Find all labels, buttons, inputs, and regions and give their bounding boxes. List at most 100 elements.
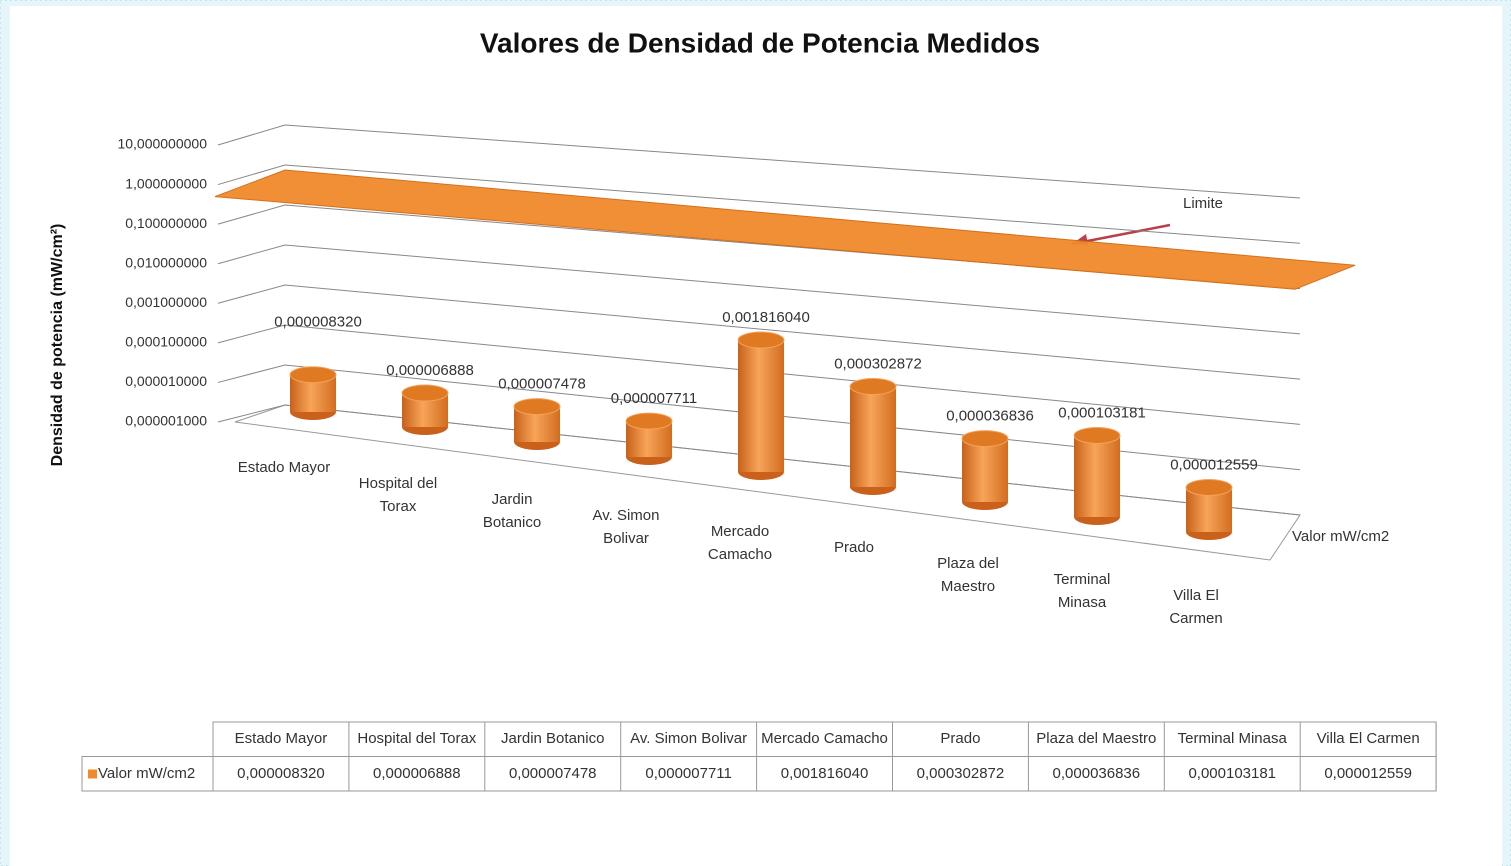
limit-plane bbox=[214, 169, 1356, 290]
table-header: Av. Simon Bolivar bbox=[630, 730, 748, 747]
table-header-box: Hospital del Torax bbox=[357, 730, 477, 747]
bar-top bbox=[1073, 426, 1121, 444]
bar-top bbox=[1185, 478, 1233, 496]
table-header-box: Av. Simon Bolivar bbox=[630, 730, 748, 747]
x-tick-label-box: Hospital del Torax bbox=[358, 475, 438, 515]
y-axis-label: Densidad de potencia (mW/cm²) bbox=[49, 224, 66, 467]
series-label: Valor mW/cm2 bbox=[1292, 528, 1389, 545]
y-tick-label: 0,100000000 bbox=[125, 215, 207, 231]
value-label: 0,000006888 bbox=[386, 362, 474, 379]
x-tick-label: Jardin Botanico bbox=[482, 491, 542, 531]
value-label: 0,000007478 bbox=[498, 376, 586, 393]
annotation-arrow bbox=[1071, 223, 1171, 246]
x-tick-label: Terminal Minasa bbox=[1053, 571, 1111, 611]
table-cell-box: 0,000103181 bbox=[1188, 764, 1277, 782]
value-label: 0,000302872 bbox=[834, 355, 922, 372]
value-label: 0,000012559 bbox=[1170, 456, 1258, 473]
x-tick-label: Villa El Carmen bbox=[1169, 587, 1223, 627]
x-tick-label: Mercado Camacho bbox=[707, 523, 773, 563]
grid-line bbox=[217, 404, 1301, 516]
value-label: 0,000007711 bbox=[611, 390, 697, 407]
table-header-box: Terminal Minasa bbox=[1177, 730, 1287, 747]
x-tick-label-box: Terminal Minasa bbox=[1053, 571, 1111, 611]
x-tick-label-box: Mercado Camacho bbox=[707, 523, 773, 563]
table-header: Jardin Botanico bbox=[501, 730, 605, 747]
x-tick-label: Hospital del Torax bbox=[358, 475, 438, 515]
bar-top bbox=[289, 366, 337, 384]
grid-line bbox=[217, 164, 1301, 244]
grid-line bbox=[217, 324, 1301, 425]
table-cell: 0,000007478 bbox=[508, 764, 597, 782]
bar-body bbox=[850, 386, 896, 487]
grid-line bbox=[217, 364, 1301, 471]
table-cell-box: 0,001816040 bbox=[780, 764, 869, 782]
table-cell: 0,000008320 bbox=[237, 764, 325, 782]
table-header-box: Estado Mayor bbox=[235, 730, 328, 747]
bar bbox=[401, 384, 449, 435]
bar bbox=[1073, 426, 1121, 525]
x-tick-label-box: Prado bbox=[833, 539, 875, 556]
bar-top bbox=[625, 412, 673, 430]
y-tick-label: 0,010000000 bbox=[125, 254, 207, 270]
bar bbox=[625, 412, 673, 465]
x-tick-label-box: Plaza del Maestro bbox=[937, 555, 999, 595]
table-header: Plaza del Maestro bbox=[1036, 730, 1157, 747]
x-tick-label: Prado bbox=[833, 539, 875, 556]
bar-body bbox=[962, 438, 1008, 502]
y-tick-label: 0,001000000 bbox=[125, 294, 207, 310]
y-tick-label: 0,000010000 bbox=[125, 373, 207, 389]
table-cell: 0,000302872 bbox=[916, 764, 1005, 782]
table-cell: 0,001816040 bbox=[780, 764, 869, 782]
x-tick-label-box: Estado Mayor bbox=[237, 459, 331, 476]
x-tick-label: Estado Mayor bbox=[237, 459, 331, 476]
y-tick-label: 1,000000000 bbox=[125, 175, 207, 191]
y-tick-label: 0,000100000 bbox=[125, 334, 207, 350]
bar bbox=[513, 398, 561, 450]
table-header: Terminal Minasa bbox=[1177, 730, 1287, 747]
table-header: Hospital del Torax bbox=[357, 730, 477, 747]
table-cell: 0,000012559 bbox=[1324, 764, 1412, 782]
x-tick-label: Av. Simon Bolivar bbox=[592, 507, 660, 547]
table-cell-box: 0,000008320 bbox=[237, 764, 325, 782]
table-cell-box: 0,000006888 bbox=[373, 764, 461, 782]
table-cell: 0,000103181 bbox=[1188, 764, 1277, 782]
table-cell: 0,000036836 bbox=[1052, 764, 1141, 782]
x-tick-label: Plaza del Maestro bbox=[937, 555, 999, 595]
table-header-box: Mercado Camacho bbox=[761, 730, 888, 747]
limit-label: Limite bbox=[1183, 195, 1223, 212]
table-header-box: Prado bbox=[940, 730, 981, 747]
table-row-header: Valor mW/cm2 bbox=[98, 764, 196, 782]
x-tick-label-box: Villa El Carmen bbox=[1169, 587, 1223, 627]
bar-top bbox=[513, 398, 561, 416]
bar bbox=[289, 366, 337, 420]
table-row-header-box: Valor mW/cm2 bbox=[98, 764, 196, 782]
bar bbox=[849, 378, 897, 495]
grid-line bbox=[217, 244, 1301, 335]
table-cell: 0,000007711 bbox=[645, 764, 732, 782]
table-cell: 0,000006888 bbox=[373, 764, 461, 782]
value-label: 0,000103181 bbox=[1058, 404, 1146, 421]
bar bbox=[1185, 478, 1233, 540]
grid-line bbox=[217, 284, 1301, 380]
table-header: Villa El Carmen bbox=[1316, 730, 1420, 747]
value-label: 0,001816040 bbox=[722, 309, 810, 326]
table-header-box: Plaza del Maestro bbox=[1036, 730, 1157, 747]
table-header-box: Jardin Botanico bbox=[501, 730, 605, 747]
bar bbox=[737, 331, 785, 480]
bar-top bbox=[849, 378, 897, 396]
table-header: Mercado Camacho bbox=[761, 730, 888, 747]
x-tick-label-box: Jardin Botanico bbox=[482, 491, 542, 531]
bar-body bbox=[1074, 435, 1120, 517]
table-cell-box: 0,000302872 bbox=[916, 764, 1005, 782]
y-tick-label: 0,000001000 bbox=[125, 413, 207, 429]
table-cell-box: 0,000036836 bbox=[1052, 764, 1141, 782]
table-cell-box: 0,000012559 bbox=[1324, 764, 1412, 782]
table-header: Prado bbox=[940, 730, 981, 747]
y-tick-label: 10,000000000 bbox=[117, 136, 207, 152]
bar-top bbox=[737, 331, 785, 349]
table-header-box: Villa El Carmen bbox=[1316, 730, 1420, 747]
bar-top bbox=[401, 384, 449, 402]
table-cell-box: 0,000007478 bbox=[508, 764, 597, 782]
value-label: 0,000036836 bbox=[946, 408, 1034, 425]
